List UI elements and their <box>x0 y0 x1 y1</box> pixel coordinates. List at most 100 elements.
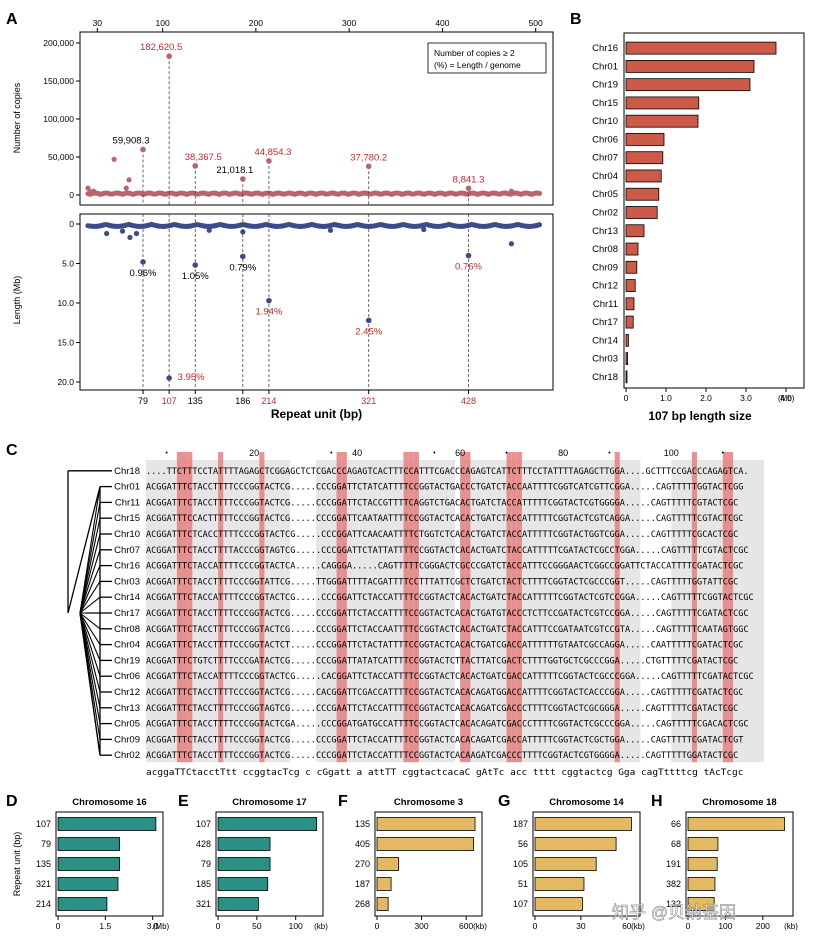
tree-edge <box>79 518 101 614</box>
x-axis-tick-label: 0 <box>533 921 538 931</box>
category-label: Chr10 <box>592 116 618 127</box>
panel-c-alignment: • • • • • • 20 40 60 80 100 Chr18 ....TTCTTTCCTATTTT… <box>67 448 764 778</box>
conserved-column <box>259 452 265 763</box>
conserved-column <box>176 452 183 763</box>
copies-point <box>90 188 97 194</box>
bar <box>217 837 271 851</box>
length-percent-label: 0.76% <box>455 262 482 273</box>
chart-title: Chromosome 16 <box>72 797 146 808</box>
conserved-block <box>460 460 641 763</box>
sequence-name: Chr16 <box>114 561 140 572</box>
x-axis-tick-label: 0 <box>686 921 691 931</box>
sequence-row: ACGGATTTCCACTTTTTCCCGGTACTCG.....CCCGGAT… <box>146 514 743 524</box>
bar <box>625 151 664 165</box>
tree-edge <box>79 612 101 677</box>
bar <box>625 242 639 256</box>
sequence-name: Chr05 <box>114 719 140 730</box>
length-highlight-point <box>465 252 472 259</box>
category-label: Chr09 <box>592 262 618 273</box>
x-axis-tick-label: 107 <box>162 396 177 406</box>
category-label: Chr06 <box>592 134 618 145</box>
category-label: 79 <box>41 839 51 849</box>
copies-value-label: 182,620.5 <box>140 42 182 53</box>
sequence-name: Chr13 <box>114 703 140 714</box>
watermark-text: 知乎 @贝纳基因 <box>612 903 736 922</box>
length-highlight-point <box>240 253 246 260</box>
sequence-row: ACGGATTTCTACCATTTTCCCGGTACTCG.....CCCGGA… <box>146 593 754 603</box>
tree-edge <box>79 612 101 661</box>
sequence-row: ACGGATTTCTACCATTTTCCCGGTACTCA.....CAGGGA… <box>146 562 743 572</box>
y-axis-tick-label: 20.0 <box>57 377 74 387</box>
bar <box>625 297 635 311</box>
y-axis-tick-label: 50,000 <box>48 152 74 162</box>
category-label: 66 <box>671 819 681 829</box>
plot-frame <box>55 811 164 917</box>
ruler-dot: • <box>608 450 611 457</box>
copies-value-label: 37,780.2 <box>350 152 387 163</box>
x-axis-tick-label: 1.5 <box>99 921 111 931</box>
category-label: 191 <box>666 859 681 869</box>
y-axis-tick-label: 150,000 <box>43 76 74 86</box>
panel-b-bar-chart: Chr16 Chr01 Chr19 Chr15 Chr10 Chr06 Chr07 Chr04… <box>592 32 805 423</box>
panel-letter-h: H <box>651 793 663 810</box>
category-label: Chr13 <box>592 226 618 237</box>
category-label: Chr04 <box>592 171 618 182</box>
category-label: 105 <box>513 859 528 869</box>
top-axis-tick-label: 300 <box>342 18 356 28</box>
category-label: 51 <box>518 879 528 889</box>
tree-edge <box>79 612 101 630</box>
bar <box>376 837 474 851</box>
panel-g-bar-chart: Chromosome 14 187 56 105 51 107 0 30 60 (kb) <box>513 797 645 931</box>
length-highlight-point <box>166 375 172 381</box>
bar <box>217 877 269 891</box>
x-axis-tick-label: 0 <box>56 921 61 931</box>
sequence-name: Chr12 <box>114 687 140 698</box>
bar <box>625 352 629 366</box>
copies-value-label: 8,841.3 <box>453 174 485 185</box>
conserved-column <box>408 452 414 763</box>
copies-highlight-point <box>465 185 472 192</box>
sequence-name: Chr02 <box>114 750 140 761</box>
panel-e-bar-chart: Chromosome 17 107 428 79 185 321 0 50 100 (kb) <box>196 797 328 931</box>
length-percent-label: 1.05% <box>182 271 209 282</box>
length-percent-label: 0.79% <box>229 262 256 273</box>
sequence-row: ACGGATTTCTACCTTTTCCCGGTACTCG.....CCCGGAT… <box>146 735 743 745</box>
chart-title: Chromosome 17 <box>232 797 306 808</box>
category-label: 56 <box>518 839 528 849</box>
bar <box>534 897 583 911</box>
bar <box>687 877 716 891</box>
sequence-row: ACGGATTTCTACCTTTTCCCGGTAGTCG.....CCCGAAT… <box>146 704 738 714</box>
y-axis-tick-label: 15.0 <box>57 338 74 348</box>
conserved-column <box>614 452 620 763</box>
length-point <box>421 226 427 233</box>
y-axis-tick-label: 5.0 <box>62 259 74 269</box>
ruler-number: 20 <box>249 448 259 458</box>
x-axis-tick-label: 3.0 <box>740 393 752 403</box>
legend-line: Number of copies ≥ 2 <box>434 48 515 58</box>
panel-letter-b: B <box>570 11 582 28</box>
plot-frame <box>685 811 794 917</box>
legend-box <box>427 42 547 74</box>
category-label: 107 <box>196 819 211 829</box>
length-percent-label: 3.95% <box>178 372 205 383</box>
x-axis-tick-label: 0 <box>624 393 629 403</box>
sequence-name: Chr10 <box>114 529 140 540</box>
chart-title: Chromosome 14 <box>549 797 624 808</box>
copies-point <box>126 177 132 183</box>
top-axis-tick-label: 30 <box>93 18 103 28</box>
length-point <box>133 230 140 237</box>
bar <box>376 857 399 871</box>
unit-label: (Mb) <box>153 922 170 931</box>
x-axis-tick-label: 2.0 <box>700 393 712 403</box>
category-label: Chr17 <box>592 317 618 328</box>
x-axis-tick-label: 79 <box>138 396 148 406</box>
bar <box>625 59 755 73</box>
consensus-sequence: acggaTTCtacctTtt ccggtacTcg c cGgatt a a… <box>146 768 743 778</box>
x-axis-tick-label: 30 <box>576 921 586 931</box>
ruler-dot: • <box>330 450 333 457</box>
sequence-row: ACGGATTTCTGTCTTTTCCCGATACTCG.....CCCGGAT… <box>146 656 738 666</box>
length-highlight-point <box>365 317 372 324</box>
category-label: 382 <box>666 879 681 889</box>
bar <box>625 187 660 201</box>
